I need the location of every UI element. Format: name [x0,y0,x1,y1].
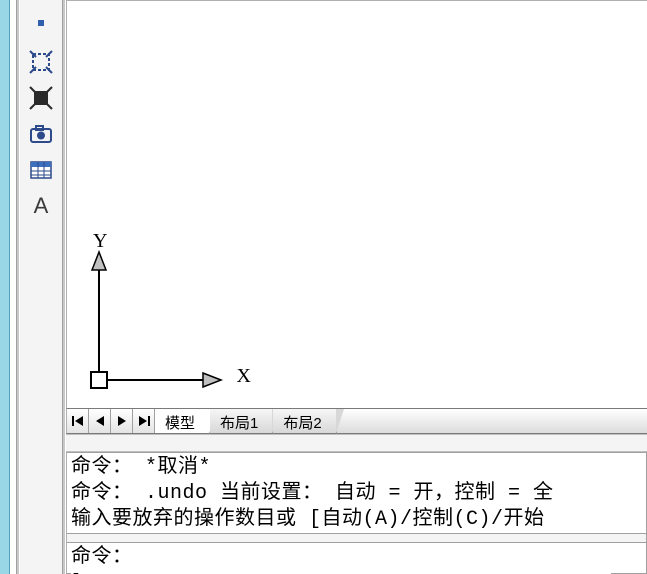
tab-label: 布局1 [220,412,258,433]
main-column: Y X 模型 布局1 布局2 命令： *取消* 命令： . [66,0,647,574]
text-a-icon[interactable]: A [25,190,57,222]
command-input-row: 命令： [67,543,646,573]
toolbar-grip-dot [38,20,44,26]
window-left-edge [0,0,10,574]
command-separator [67,533,646,543]
tab-nav-prev[interactable] [89,409,111,433]
tab-layout1[interactable]: 布局1 [210,409,273,433]
table-icon[interactable] [25,154,57,186]
command-history-line: 输入要放弃的操作数目或 [自动(A)/控制(C)/开始 [71,507,642,533]
command-history: 命令： *取消* 命令： .undo 当前设置： 自动 = 开，控制 = 全 输… [67,453,646,533]
tab-nav-last[interactable] [133,409,155,433]
command-history-line: 命令： .undo 当前设置： 自动 = 开，控制 = 全 [71,481,642,507]
camera-icon[interactable] [25,118,57,150]
svg-text:A: A [34,193,49,218]
ucs-y-label: Y [93,230,107,253]
tab-layout2[interactable]: 布局2 [273,409,336,433]
tab-filler [337,409,647,433]
tab-label: 布局2 [283,412,321,433]
command-window: 命令： *取消* 命令： .undo 当前设置： 自动 = 开，控制 = 全 输… [66,452,647,574]
tab-nav-first[interactable] [67,409,89,433]
crop-outline-icon[interactable] [25,46,57,78]
left-toolbar: A [20,0,62,574]
horizontal-gap [66,434,647,452]
layout-tabs-bar: 模型 布局1 布局2 [66,408,647,434]
tab-nav-next[interactable] [111,409,133,433]
tab-label: 模型 [165,412,195,433]
ucs-indicator: Y X [87,232,247,392]
crop-filled-icon[interactable] [25,82,57,114]
drawing-canvas[interactable]: Y X [66,0,647,408]
command-history-line: 命令： *取消* [71,455,642,481]
ucs-x-label: X [237,365,251,388]
tab-model[interactable]: 模型 [155,409,210,433]
command-prompt-prefix: 命令： [71,546,133,569]
